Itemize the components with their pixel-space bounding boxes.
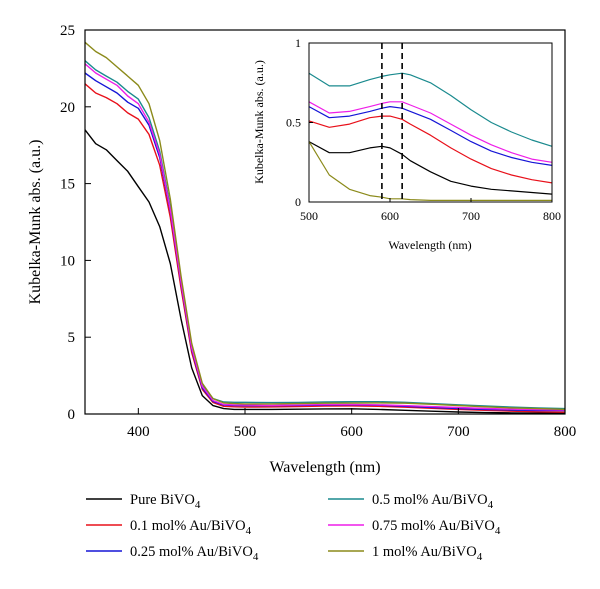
inset-plot: 500 600 700 800 0 0.5 1 Wavelength (nm) Kubelk… [252, 36, 561, 252]
main-series-1-mol-au-bivo4 [84, 41, 566, 411]
main-x-tick-label-800: 800 [554, 424, 577, 440]
main-y-tick-label-25: 25 [60, 23, 75, 39]
main-y-tick-label-20: 20 [60, 100, 75, 116]
legend: Pure BiVO4 0.1 mol% Au/BiVO4 0.25 mol% Au/… [86, 492, 501, 563]
inset-series-layer [308, 72, 553, 201]
inset-x-axis-label: Wavelength (nm) [388, 238, 471, 252]
inset-series-1-mol-au-bivo4 [308, 141, 552, 201]
main-x-tick-label-600: 600 [340, 424, 363, 440]
legend-label-1-mol-au-bivo4: 1 mol% Au/BiVO4 [372, 544, 483, 563]
main-series-0-75-mol-au-bivo4 [84, 63, 566, 411]
legend-label-0-1-mol-au-bivo4: 0.1 mol% Au/BiVO4 [130, 518, 252, 537]
inset-background [309, 43, 552, 202]
inset-y-axis-label: Kubelka-Munk abs. (a.u.) [252, 60, 266, 184]
main-x-tick-label-400: 400 [127, 424, 150, 440]
inset-x-tick-label-700: 700 [462, 209, 480, 223]
main-series-0-5-mol-au-bivo4 [84, 60, 566, 410]
main-y-axis-label: Kubelka-Munk abs. (a.u.) [27, 140, 44, 305]
main-y-tick-label-10: 10 [60, 253, 75, 269]
inset-y-tick-label-0-5: 0.5 [286, 116, 301, 130]
main-y-tick-label-15: 15 [60, 177, 75, 193]
inset-axes: 500 600 700 800 0 0.5 1 [286, 36, 561, 223]
main-series-0-1-mol-au-bivo4 [84, 83, 566, 413]
inset-x-tick-label-600: 600 [381, 209, 399, 223]
inset-series-0-75-mol-au-bivo4 [308, 101, 553, 163]
main-y-tick-label-5: 5 [68, 330, 76, 346]
main-series-pure-bivo4 [84, 129, 566, 414]
inset-y-tick-label-0: 0 [295, 195, 301, 209]
main-x-axis-label: Wavelength (nm) [269, 459, 380, 476]
inset-series-0-5-mol-au-bivo4 [308, 72, 553, 147]
main-x-tick-label-700: 700 [447, 424, 470, 440]
main-plot-frame [84, 29, 566, 415]
inset-series-pure-bivo4 [308, 141, 553, 195]
legend-label-0-25-mol-au-bivo4: 0.25 mol% Au/BiVO4 [130, 544, 259, 563]
inset-reference-lines [381, 43, 403, 202]
main-x-tick-label-500: 500 [234, 424, 257, 440]
legend-label-pure-bivo4: Pure BiVO4 [130, 492, 201, 511]
inset-y-tick-label-1: 1 [295, 36, 301, 50]
inset-series-0-1-mol-au-bivo4 [308, 115, 553, 184]
main-series-layer [84, 41, 566, 414]
main-y-tick-label-0: 0 [68, 407, 76, 423]
legend-label-0-75-mol-au-bivo4: 0.75 mol% Au/BiVO4 [372, 518, 501, 537]
inset-x-tick-label-500: 500 [300, 209, 318, 223]
inset-series-0-25-mol-au-bivo4 [308, 106, 553, 166]
inset-x-tick-label-800: 800 [543, 209, 561, 223]
legend-label-0-5-mol-au-bivo4: 0.5 mol% Au/BiVO4 [372, 492, 494, 511]
